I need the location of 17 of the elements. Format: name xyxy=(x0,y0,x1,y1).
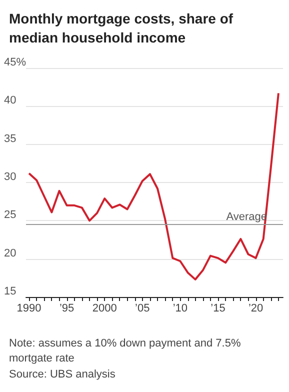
x-tick-label: ’15 xyxy=(210,302,226,314)
y-tick-label: 35 xyxy=(4,132,16,145)
source-note: Source: UBS analysis xyxy=(9,368,116,380)
x-tick-label: ’20 xyxy=(248,302,264,314)
y-tick-label: 30 xyxy=(4,171,16,183)
x-tick-label: ’95 xyxy=(59,302,74,314)
y-tick-label: 45% xyxy=(4,56,26,68)
x-tick-label: 2000 xyxy=(92,302,117,314)
x-tick-label: ’05 xyxy=(135,302,150,314)
x-tick-label: 1990 xyxy=(16,302,42,314)
y-tick-label: 15 xyxy=(4,286,16,298)
y-tick-label: 25 xyxy=(4,209,16,222)
chart-title: Monthly mortgage costs, share of median household income xyxy=(9,10,237,46)
x-tick-label: ’10 xyxy=(172,302,188,314)
y-tick-label: 20 xyxy=(4,247,16,260)
y-tick-label: 40 xyxy=(4,94,16,107)
text: Note: assumes a 10% down payment and 7.5% mortgate rate xyxy=(9,338,244,364)
